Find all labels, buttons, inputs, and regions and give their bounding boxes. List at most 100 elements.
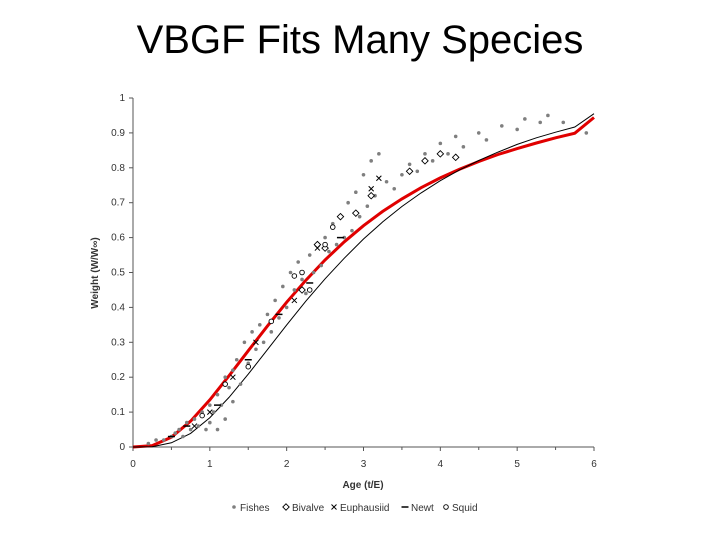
series-euphausiid	[191, 175, 382, 429]
fishes-point	[223, 417, 227, 421]
fishes-point	[231, 368, 235, 373]
fishes-point	[192, 417, 197, 421]
fishes-point	[523, 117, 527, 121]
legend-label-newt: Newt	[411, 503, 434, 514]
fishes-point	[288, 270, 293, 275]
series-bivalve	[298, 150, 460, 294]
y-tick-label: 0.8	[111, 163, 125, 174]
y-tick-label: 0.2	[111, 372, 125, 383]
fishes-point	[365, 204, 370, 208]
fishes-point	[311, 270, 316, 275]
series-newt	[167, 236, 344, 438]
euphausiid-point	[368, 185, 375, 192]
fishes-point	[181, 434, 185, 439]
y-tick-label: 0.6	[111, 233, 125, 244]
legend-marker-fishes	[232, 505, 236, 509]
fishes-point	[334, 242, 339, 247]
fishes-point	[361, 172, 366, 177]
fishes-point	[584, 131, 589, 135]
fishes-point	[238, 382, 243, 386]
fishes-point	[515, 127, 519, 132]
fishes-point	[173, 431, 178, 435]
legend-label-fishes: Fishes	[240, 503, 269, 514]
squid-point	[245, 363, 251, 370]
fishes-point	[231, 399, 235, 404]
y-tick-label: 0	[119, 442, 125, 453]
fishes-point	[227, 385, 231, 390]
bivalve-point	[298, 286, 306, 294]
fishes-point	[219, 403, 224, 407]
euphausiid-point	[291, 297, 298, 304]
fishes-point	[208, 403, 212, 407]
axes: 0 0.1 0.2 0.3 0.4 0.5 0.6 0.7 0.8 0.9 1 0 1 2 3 4 5 6	[111, 93, 597, 470]
fishes-point	[430, 159, 435, 163]
x-tick-label: 0	[130, 459, 136, 470]
fishes-point	[261, 340, 266, 345]
legend-marker-bivalve	[282, 503, 290, 511]
fishes-point	[296, 260, 300, 264]
y-tick-label: 0.5	[111, 268, 125, 279]
bivalve-point	[405, 167, 414, 176]
fishes-point	[546, 113, 550, 118]
fishes-point	[292, 288, 297, 292]
fishes-point	[369, 159, 373, 163]
bivalve-point	[336, 212, 345, 221]
fishes-point	[304, 291, 308, 296]
fishes-point	[476, 131, 481, 135]
fishes-point	[327, 249, 331, 254]
x-tick-label: 2	[284, 459, 290, 470]
legend: Fishes Bivalve Euphausiid Newt Squid	[232, 503, 478, 514]
y-tick-label: 1	[119, 93, 125, 104]
series-fishes	[146, 113, 589, 446]
y-tick-label: 0.4	[111, 302, 125, 313]
fishes-point	[373, 193, 377, 198]
legend-label-euphausiid: Euphausiid	[340, 503, 389, 514]
squid-point	[222, 381, 228, 387]
fishes-point	[154, 438, 158, 442]
fishes-point	[177, 427, 181, 432]
legend-label-squid: Squid	[452, 503, 478, 514]
fishes-point	[223, 375, 227, 380]
bivalve-point	[451, 153, 460, 162]
fishes-point	[184, 420, 189, 425]
squid-point	[330, 224, 336, 230]
fishes-point	[281, 284, 285, 289]
euphausiid-point	[191, 423, 198, 429]
data-points	[146, 113, 589, 446]
fishes-point	[484, 138, 489, 142]
fishes-point	[257, 323, 262, 327]
slide-title: VBGF Fits Many Species	[136, 18, 584, 62]
fishes-point	[208, 420, 212, 425]
fishes-point	[323, 235, 327, 240]
squid-point	[199, 412, 205, 419]
bivalve-point	[436, 150, 445, 158]
squid-point	[306, 287, 313, 293]
fishes-point	[284, 305, 289, 310]
y-tick-label: 0.9	[111, 128, 125, 139]
fishes-point	[196, 424, 201, 428]
fishes-point	[300, 277, 304, 282]
y-axis-title: Weight (W/W∞)	[90, 237, 101, 308]
fishes-point	[250, 330, 254, 334]
fishes-point	[307, 253, 312, 257]
fishes-point	[400, 172, 404, 177]
squid-point	[291, 273, 298, 279]
bivalve-point	[313, 240, 322, 249]
fishes-point	[161, 438, 166, 442]
fishes-point	[446, 152, 450, 156]
fishes-point	[215, 392, 220, 397]
fishes-point	[215, 427, 220, 432]
bivalve-point	[367, 191, 376, 200]
fishes-point	[204, 427, 208, 432]
x-tick-label: 6	[591, 459, 597, 470]
series-squid	[199, 224, 336, 419]
x-axis-title: Age (t/E)	[342, 480, 383, 491]
fishes-point	[265, 312, 270, 317]
fishes-point	[377, 152, 381, 156]
x-tick-label: 5	[514, 459, 520, 470]
fishes-point	[211, 410, 216, 414]
fishes-point	[538, 120, 543, 125]
fishes-point	[415, 169, 420, 174]
fishes-point	[453, 134, 458, 139]
fit-curves	[132, 113, 595, 449]
